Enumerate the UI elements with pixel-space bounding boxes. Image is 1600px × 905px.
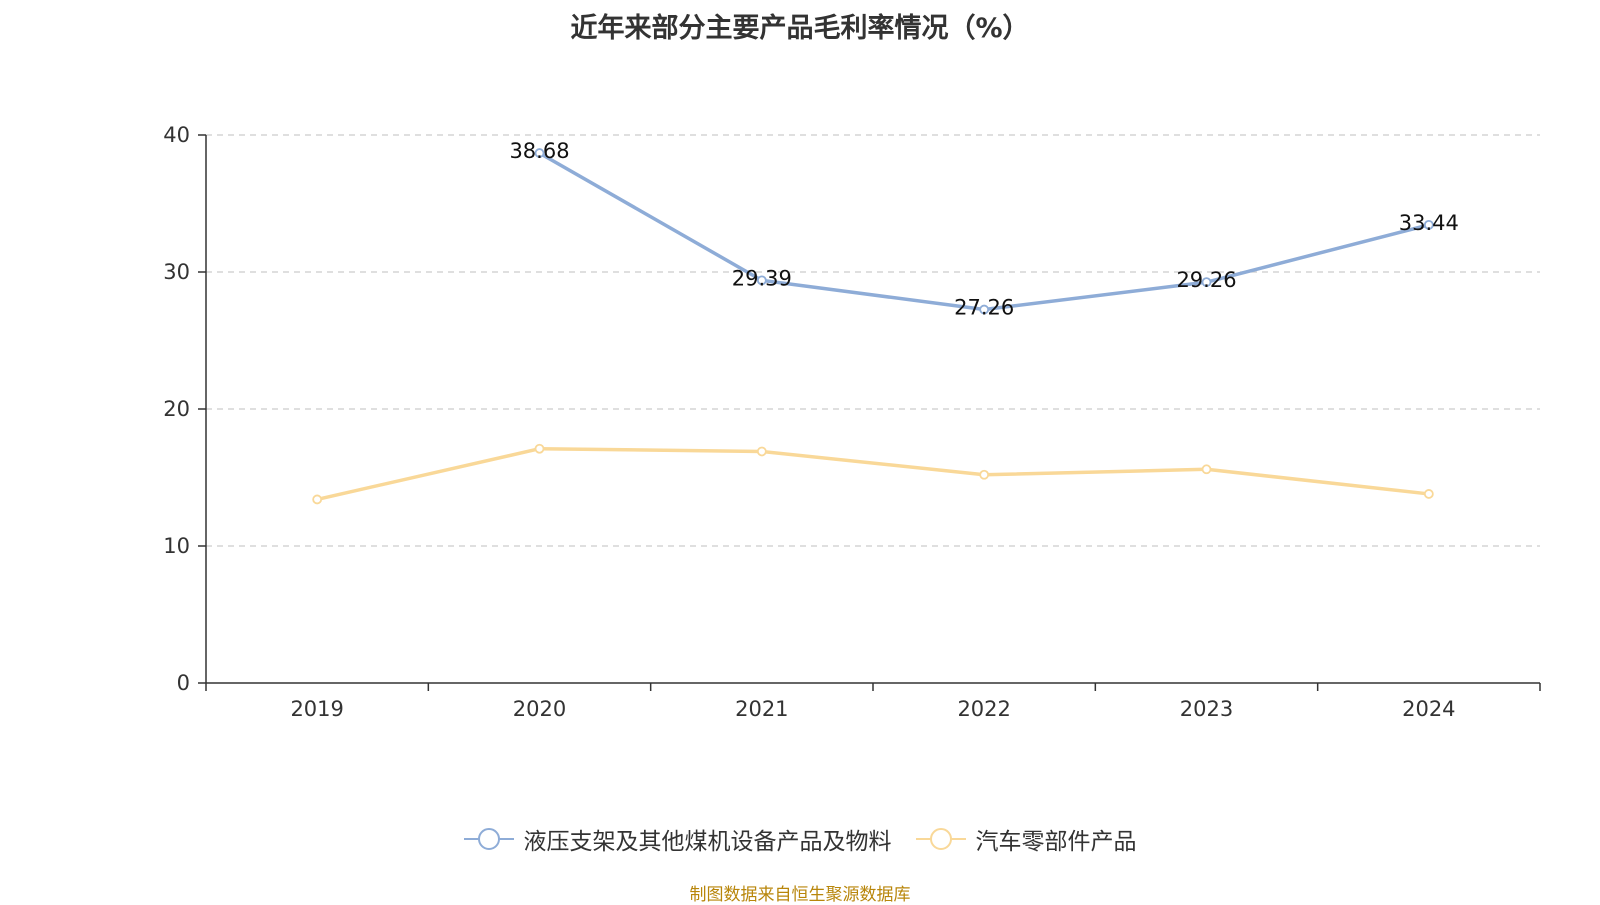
legend-label: 汽车零部件产品 [975, 829, 1137, 855]
data-label: 38.68 [509, 139, 569, 163]
data-label: 27.26 [954, 296, 1014, 320]
data-point [1423, 489, 1434, 499]
data-point [1201, 464, 1212, 475]
axes: 0 10 20 30 40 2019 2020 2021 2022 2023 2024 [163, 123, 1541, 721]
data-point [979, 469, 990, 480]
data-label: 33.44 [1399, 211, 1459, 235]
x-tick-label: 2023 [1180, 697, 1233, 721]
grid-lines [206, 134, 1540, 547]
data-point [756, 275, 767, 286]
data-point [534, 443, 545, 454]
data-point [756, 446, 767, 457]
legend-item-series-0[interactable]: 液压支架及其他煤机设备产品及物料 [463, 822, 892, 856]
data-point [1423, 219, 1434, 230]
y-tick-label: 40 [163, 123, 190, 147]
source-note: 制图数据来自恒生聚源数据库 [689, 885, 911, 905]
data-label: 29.26 [1176, 268, 1236, 292]
legend: 液压支架及其他煤机设备产品及物料 汽车零部件产品 [0, 822, 1600, 856]
x-tick-label: 2022 [957, 697, 1010, 721]
x-tick-label: 2019 [290, 697, 343, 721]
x-tick-label: 2020 [513, 697, 566, 721]
x-tick-label: 2024 [1402, 697, 1455, 721]
data-point [1201, 277, 1212, 288]
series-layer [312, 148, 1434, 505]
series-line-1 [316, 446, 1430, 502]
data-point [312, 494, 323, 505]
legend-symbol-icon [463, 828, 514, 850]
legend-item-series-1[interactable]: 汽车零部件产品 [915, 822, 1137, 856]
data-point [979, 304, 990, 315]
legend-label: 液压支架及其他煤机设备产品及物料 [523, 829, 892, 855]
data-point [534, 148, 545, 158]
y-tick-label: 0 [177, 671, 190, 695]
x-tick-label: 2021 [735, 697, 788, 721]
chart-title: 近年来部分主要产品毛利率情况（%） [570, 13, 1030, 44]
y-tick-label: 10 [163, 534, 190, 558]
legend-symbol-icon [915, 828, 966, 850]
data-labels: 38.68 29.39 27.26 29.26 33.44 [509, 139, 1458, 319]
series-line-0 [538, 151, 1430, 312]
data-label: 29.39 [732, 266, 792, 290]
y-tick-label: 30 [163, 260, 190, 284]
y-tick-label: 20 [163, 397, 190, 421]
